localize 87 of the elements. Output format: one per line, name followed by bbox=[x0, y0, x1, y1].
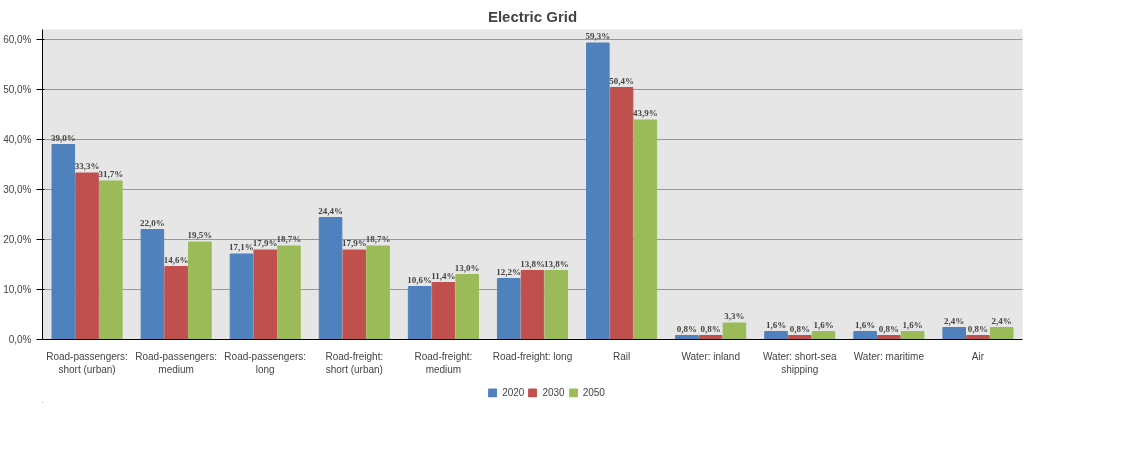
bar bbox=[75, 172, 99, 340]
bar bbox=[698, 335, 723, 340]
data-label: 18,7% bbox=[365, 234, 391, 244]
data-label: 13,0% bbox=[454, 262, 480, 273]
legend-label: 2020 bbox=[502, 386, 525, 398]
data-label: 13,8% bbox=[520, 258, 545, 269]
x-tick-label: Road-freight: long bbox=[492, 350, 573, 362]
bar bbox=[407, 286, 432, 340]
bar bbox=[966, 335, 990, 340]
bar bbox=[188, 241, 212, 340]
y-tick-label: 50,0% bbox=[3, 84, 32, 95]
bar bbox=[787, 335, 812, 340]
bar bbox=[140, 229, 165, 340]
data-label: 2,4% bbox=[991, 315, 1012, 326]
bar bbox=[318, 217, 343, 340]
bar bbox=[99, 180, 123, 340]
data-label: 3,3% bbox=[724, 311, 745, 321]
x-tick-label: Road-freight: short (urban) bbox=[325, 350, 384, 375]
data-label: 10,6% bbox=[407, 274, 433, 285]
data-label: 1,6% bbox=[854, 319, 876, 330]
bar bbox=[520, 270, 545, 340]
bar bbox=[853, 331, 877, 340]
bar bbox=[496, 278, 521, 340]
bar bbox=[900, 331, 925, 340]
data-label: 0,8% bbox=[878, 323, 899, 334]
data-label: 12,2% bbox=[496, 266, 522, 277]
bar bbox=[277, 245, 301, 340]
x-tick-label: Road-passengers: medium bbox=[135, 350, 217, 375]
x-tick-label: Road-passengers: short (urban) bbox=[46, 350, 128, 375]
data-label: 39,0% bbox=[50, 132, 76, 143]
data-label: 0,8% bbox=[789, 323, 810, 334]
bar bbox=[366, 245, 390, 340]
data-label: 14,6% bbox=[163, 254, 189, 265]
bar bbox=[942, 327, 966, 340]
x-tick-label: Air bbox=[971, 350, 985, 362]
legend-label: 2030 bbox=[542, 386, 565, 398]
bar bbox=[586, 42, 610, 340]
y-tick-label: 20,0% bbox=[3, 234, 32, 245]
data-label: 0,8% bbox=[967, 323, 989, 334]
data-label: 59,3% bbox=[585, 31, 611, 41]
data-label: 17,9% bbox=[252, 238, 278, 248]
data-label: 33,3% bbox=[74, 161, 100, 171]
x-tick-label: Water: short-sea shipping bbox=[763, 350, 837, 375]
x-tick-label: Water: inland bbox=[681, 350, 740, 362]
data-label: 17,9% bbox=[341, 238, 367, 248]
bar bbox=[342, 249, 367, 340]
bar bbox=[431, 282, 456, 340]
bar bbox=[675, 335, 699, 340]
bar bbox=[229, 253, 254, 340]
data-label: 1,6% bbox=[813, 319, 834, 330]
data-label: 22,0% bbox=[140, 217, 165, 228]
bar bbox=[877, 335, 901, 340]
data-label: 13,8% bbox=[543, 258, 569, 269]
x-tick-label: Water: maritime bbox=[853, 350, 925, 362]
data-label: 18,7% bbox=[276, 234, 302, 244]
y-tick-label: 60,0% bbox=[3, 34, 32, 45]
data-label: 0,8% bbox=[676, 323, 698, 334]
x-tick-label: Rail bbox=[612, 350, 631, 362]
x-tick-label: Road-freight: medium bbox=[414, 350, 473, 375]
legend-label: 2050 bbox=[582, 386, 605, 398]
y-tick-label: 30,0% bbox=[3, 184, 32, 195]
bar bbox=[164, 266, 188, 340]
bar bbox=[989, 327, 1014, 340]
bar bbox=[811, 331, 836, 340]
data-label: 43,9% bbox=[632, 108, 658, 118]
data-label: 24,4% bbox=[318, 205, 343, 216]
bar bbox=[253, 249, 278, 340]
data-label: 11,4% bbox=[431, 270, 456, 281]
data-label: 1,6% bbox=[902, 319, 923, 330]
chart-title: Electric Grid bbox=[487, 7, 578, 25]
bar bbox=[722, 322, 747, 340]
x-tick-label: Road-passengers: long bbox=[224, 350, 307, 375]
y-tick-label: 10,0% bbox=[3, 284, 32, 295]
data-label: 2,4% bbox=[944, 315, 965, 326]
data-label: 31,7% bbox=[98, 169, 124, 179]
bar bbox=[544, 270, 569, 340]
bar bbox=[51, 144, 76, 340]
bar bbox=[633, 119, 658, 340]
bar bbox=[455, 274, 479, 340]
bar bbox=[609, 87, 634, 340]
data-label: 1,6% bbox=[765, 319, 787, 330]
data-label: 0,8% bbox=[700, 323, 721, 334]
y-tick-label: 40,0% bbox=[3, 134, 32, 145]
bar bbox=[764, 331, 788, 340]
data-label: 19,5% bbox=[187, 230, 213, 240]
y-tick-label: 0,0% bbox=[8, 334, 32, 345]
data-label: 17,1% bbox=[229, 242, 254, 252]
